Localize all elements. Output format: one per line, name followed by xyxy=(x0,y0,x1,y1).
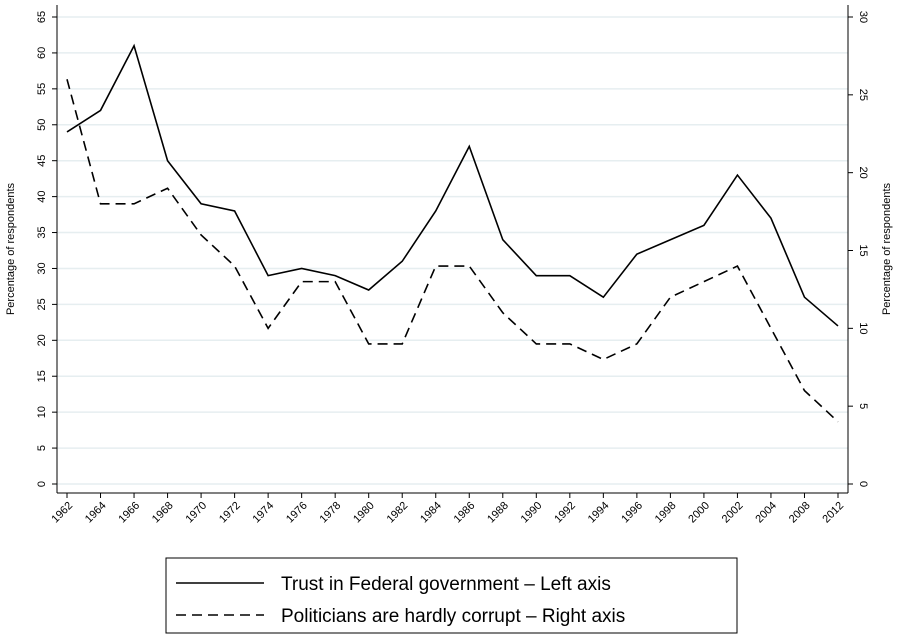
y-tick-label: 10 xyxy=(36,406,48,418)
y2-tick-label: 0 xyxy=(857,481,869,487)
series-line xyxy=(66,79,839,423)
y2-tick-label: 30 xyxy=(857,11,869,23)
y2-axis-label: Percentage of respondents xyxy=(881,182,893,315)
y-tick-label: 0 xyxy=(36,481,48,487)
legend xyxy=(165,557,738,634)
y-tick-label: 35 xyxy=(36,226,48,238)
y2-tick-label: 15 xyxy=(857,244,869,256)
y-tick-label: 20 xyxy=(36,334,48,346)
y-tick-label: 25 xyxy=(36,298,48,310)
y2-tick-label: 10 xyxy=(857,322,869,334)
y-tick-label: 40 xyxy=(36,190,48,202)
y-tick-label: 45 xyxy=(36,155,48,167)
y-tick-label: 50 xyxy=(36,119,48,131)
y-axis-label: Percentage of respondents xyxy=(5,182,17,315)
y-tick-label: 30 xyxy=(36,262,48,274)
y2-tick-label: 20 xyxy=(857,167,869,179)
legend-label: Politicians are hardly corrupt – Right a… xyxy=(281,606,625,627)
series-line xyxy=(66,43,839,327)
y-tick-label: 65 xyxy=(36,11,48,23)
y-tick-label: 55 xyxy=(36,83,48,95)
y-tick-label: 60 xyxy=(36,47,48,59)
grid xyxy=(57,16,848,485)
y-tick-label: 15 xyxy=(36,370,48,382)
y2-tick-label: 5 xyxy=(857,403,869,409)
y2-tick-label: 25 xyxy=(857,89,869,101)
legend-label: Trust in Federal government – Left axis xyxy=(281,574,611,595)
y-tick-label: 5 xyxy=(36,445,48,451)
